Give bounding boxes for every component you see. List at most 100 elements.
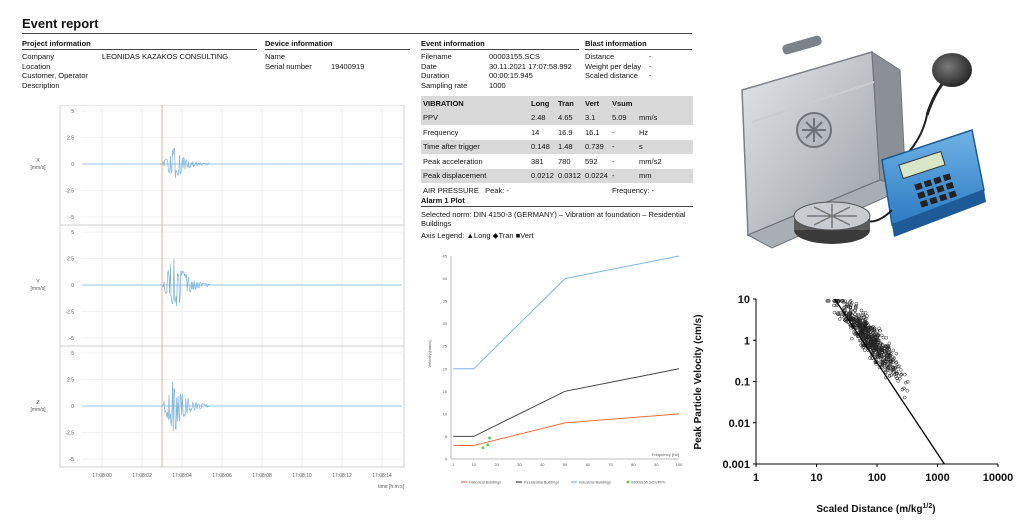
alarm-y-label: Velocity [mm/s] [427,341,432,368]
vibration-row: Peak acceleration 381 780 592 - mm/s2 [421,154,693,169]
waveform-y-tick: -5 [70,457,75,463]
alarm-y-tick: 40 [443,276,448,281]
ppv-point [857,324,861,328]
ppv-point [865,342,870,346]
waveform-y-tick: -5 [70,215,75,221]
alarm-x-tick: 60 [586,462,591,467]
ppv-point [857,338,862,343]
ppv-point [862,329,866,333]
alarm-x-label: Frequency [Hz] [652,452,679,457]
ppv-point [880,350,884,354]
air-pressure-label: AIR PRESSURE [423,185,479,195]
blast-value: - [649,71,652,80]
alarm-series-line [453,413,680,446]
ppv-point [870,325,874,330]
ppv-point [880,353,884,358]
ppv-point [894,351,899,356]
event-information: Event information Filename 00003155.SCS D… [421,39,579,90]
air-pressure-frequency: Frequency: - [612,185,655,195]
ppv-point [847,311,851,316]
waveform-x-label: time [h:m:s] [378,484,404,490]
waveform-y-tick: 2.5 [67,136,74,142]
ppv-point [872,327,876,332]
vibration-cell: 14 [531,127,540,137]
vibration-cell: 592 [585,156,598,166]
vibration-header-cell: Tran [556,96,583,111]
ppv-point [880,333,884,338]
ppv-point [883,367,888,372]
alarm-x-tick: 40 [540,462,545,467]
vibration-header-cell: Vert [583,96,610,111]
event-key: Duration [421,71,450,80]
ppv-point [892,369,896,374]
ppv-point [905,380,910,384]
waveform-trace [161,147,210,179]
project-key: Customer, Operator [22,71,88,80]
ppv-point [854,304,858,308]
ppv-point [894,361,898,365]
project-key: Location [22,61,51,71]
vibration-cell: s [637,139,693,154]
ppv-point [832,310,837,315]
ppv-point [894,369,899,374]
event-row: Sampling rate 1000 [421,81,579,91]
ppv-point [840,314,844,319]
ppv-point [884,336,889,340]
event-value: 30.11.2021 17:07:58.992 [489,61,572,71]
project-information: Project information Company LEONIDAS KAZA… [22,39,257,90]
device-row: Name [265,52,410,62]
ppv-point [880,348,885,353]
waveform-y-tick: 5 [71,351,74,357]
ppv-x-tick: 1 [753,472,759,484]
vibration-cell: mm/s2 [639,156,662,166]
ppv-point [894,374,898,379]
ppv-x-tick: 1000 [925,472,949,484]
ppv-point [883,359,888,364]
waveform-channel-label: Y [36,279,40,285]
ppv-point [854,321,858,325]
ppv-point [875,354,880,359]
ppv-point [879,360,883,364]
waveform-y-tick: -5 [70,336,75,342]
event-row: Date 30.11.2021 17:07:58.992 [421,62,579,72]
ppv-point [870,343,874,348]
waveform-y-tick: 2.5 [67,378,74,384]
ppv-point [866,323,870,327]
vibration-cell: 16.9 [558,127,573,137]
blast-value: - [649,52,652,61]
ppv-fit-line [834,298,945,465]
ppv-point [849,317,853,321]
waveform-trace [161,258,210,307]
axis-legend: Axis Legend: ▲Long ◆Tran ■Vert [421,231,534,240]
report-title: Event report [22,16,99,31]
waveform-x-tick: 17:08:12 [332,473,352,479]
vibration-header-cell: Long [529,96,556,111]
ppv-point [838,311,843,315]
ppv-point [848,305,853,309]
ppv-point [902,395,907,400]
ppv-point [864,328,868,333]
ppv-point [875,352,880,357]
alarm-x-tick: 10 [472,462,477,467]
vibration-row: PPV 2.48 4.65 3.1 5.09 mm/s [421,110,693,125]
ppv-data-points [825,299,910,400]
alarm-x-tick: 70 [608,462,613,467]
ppv-point [891,358,895,362]
device-photo [741,35,986,249]
event-value: 1000 [489,80,506,90]
alarm-legend-entry: Residential Buildings [524,481,559,485]
device-key: Name [265,52,286,61]
waveform-y-tick: 0 [71,283,74,289]
ppv-point [886,357,890,362]
ppv-point [857,320,862,325]
ppv-x-tick: 10000 [983,472,1014,484]
ppv-point [868,325,873,330]
title-rule [22,33,692,34]
ppv-point [885,348,889,353]
waveform-y-tick: -2.5 [65,189,74,195]
vibration-cell: Peak acceleration [423,156,483,166]
ppv-point [878,362,883,367]
ppv-point [837,317,842,321]
event-key: Filename [421,52,452,61]
